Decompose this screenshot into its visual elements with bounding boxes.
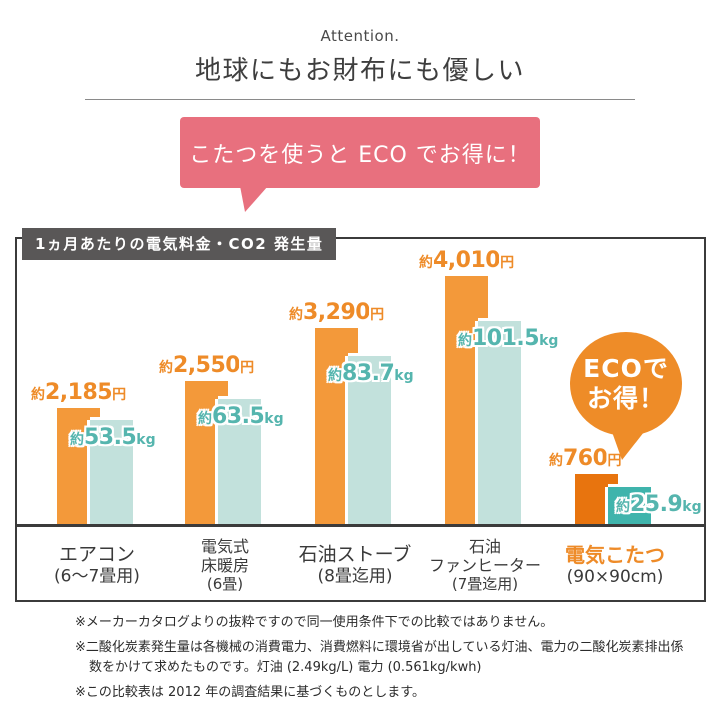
attention-text: Attention. [320, 27, 400, 45]
category-sub: (7畳迄用) [451, 575, 519, 594]
co2-bar [348, 356, 391, 524]
co2-value-label: 約25.9kg [616, 492, 702, 517]
speech-bubble: こたつを使うと ECO でお得に！ [180, 117, 540, 188]
speech-bubble-text: こたつを使うと ECO でお得に！ [189, 142, 531, 168]
category-name: 石油ストーブ [298, 543, 412, 566]
eco-badge: ECOで お得！ [570, 332, 682, 460]
footnote: ※メーカーカタログよりの抜粋ですので同一使用条件下での比較ではありません。 [75, 615, 554, 630]
co2-value-label: 約101.5kg [458, 326, 559, 351]
co2-value-label: 約53.5kg [70, 425, 156, 450]
category-axis: エアコン (6〜7畳用) 電気式 床暖房 (6畳) 石油ストーブ (8畳迄用) 石油 ファンヒー… [17, 530, 704, 600]
price-value-label: 約2,550円 [159, 353, 255, 378]
price-value-label: 約760円 [549, 446, 622, 471]
eco-badge-circle: ECOで お得！ [570, 332, 682, 436]
co2-value-label: 約83.7kg [328, 361, 414, 386]
price-value-label: 約3,290円 [289, 300, 385, 325]
co2-bar [478, 321, 521, 524]
category-name: 床暖房 [200, 556, 250, 575]
title-divider [85, 99, 635, 100]
category-name: 電気式 [200, 536, 250, 556]
category-sub: (6畳) [206, 575, 244, 594]
plot-area: 約2,185円約53.5kg 約2,550円約63.5kg 約3,290円約83.7… [17, 239, 704, 527]
co2-bar [218, 399, 261, 524]
category-label: 石油ストーブ (8畳迄用) [299, 543, 412, 586]
footnote: ※二酸化炭素発生量は各機械の消費電力、消費燃料に環境省が出している灯油、電力の二… [75, 640, 684, 676]
category-label: 電気式 床暖房 (6畳) [201, 537, 249, 593]
chart-title-badge: 1ヵ月あたりの電気料金・CO2 発生量 [22, 228, 337, 260]
eco-badge-tail-icon [612, 432, 644, 460]
page-title: 地球にもお財布にも優しい [194, 56, 525, 86]
co2-value-label: 約63.5kg [198, 404, 284, 429]
footnotes: ※メーカーカタログよりの抜粋ですので同一使用条件下での比較ではありません。 ※二… [75, 613, 687, 709]
category-label: エアコン (6〜7畳用) [54, 543, 140, 586]
eco-badge-line2: お得！ [586, 384, 665, 413]
category-name: ファンヒーター [428, 556, 542, 575]
category-label: 石油 ファンヒーター (7畳迄用) [429, 537, 541, 593]
chart-frame: 1ヵ月あたりの電気料金・CO2 発生量 約2,185円約53.5kg 約2,550… [15, 228, 706, 602]
category-name: 石油 [468, 536, 502, 556]
category-sub: (6〜7畳用) [54, 566, 140, 587]
co2-bar [608, 487, 651, 524]
category-label: 電気こたつ (90×90cm) [565, 543, 665, 587]
footnote: ※この比較表は 2012 年の調査結果に基づくものとします。 [75, 685, 425, 701]
price-value-label: 約2,185円 [31, 380, 127, 405]
eco-badge-line1: ECOで [583, 354, 669, 383]
category-name: エアコン [58, 543, 135, 566]
category-name: 電気こたつ [565, 542, 665, 567]
speech-bubble-tail-icon [240, 186, 268, 212]
price-value-label: 約4,010円 [419, 248, 515, 273]
category-sub: (90×90cm) [566, 566, 664, 587]
co2-bar [90, 420, 133, 524]
category-sub: (8畳迄用) [317, 566, 393, 587]
